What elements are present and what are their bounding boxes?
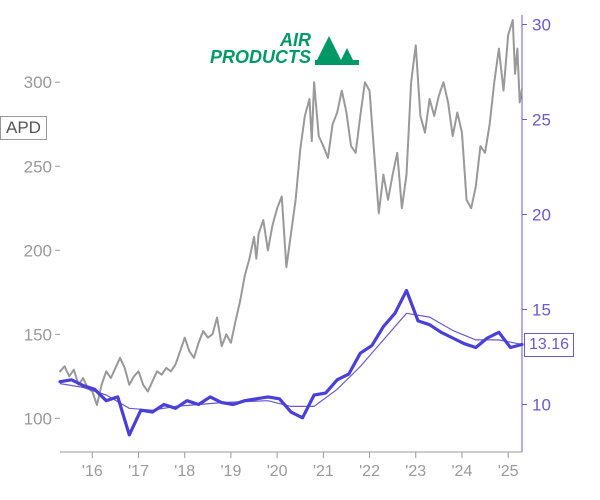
logo-line2: PRODUCTS	[210, 49, 311, 66]
svg-text:'21: '21	[313, 463, 334, 480]
logo-mark-icon	[315, 30, 359, 66]
svg-text:'22: '22	[359, 463, 380, 480]
ticker-symbol: APD	[6, 118, 41, 137]
svg-text:15: 15	[532, 301, 551, 320]
svg-text:20: 20	[532, 206, 551, 225]
svg-text:'16: '16	[82, 463, 103, 480]
current-value-box: 13.16	[524, 333, 574, 356]
svg-text:10: 10	[532, 396, 551, 415]
dual-axis-stock-chart: '16 '17 '18 '19 '20 '21 '22 '23 '24 '25 100 150 200 2…	[0, 0, 600, 500]
svg-text:100: 100	[24, 409, 52, 428]
svg-text:'17: '17	[128, 463, 149, 480]
svg-text:'24: '24	[452, 463, 473, 480]
svg-text:'19: '19	[221, 463, 242, 480]
chart-svg: '16 '17 '18 '19 '20 '21 '22 '23 '24 '25 100 150 200 2…	[0, 0, 600, 500]
svg-text:300: 300	[24, 73, 52, 92]
svg-text:'23: '23	[405, 463, 426, 480]
svg-text:30: 30	[532, 16, 551, 35]
svg-text:'20: '20	[267, 463, 288, 480]
current-value: 13.16	[529, 336, 569, 353]
svg-text:200: 200	[24, 241, 52, 260]
svg-text:25: 25	[532, 111, 551, 130]
svg-text:250: 250	[24, 157, 52, 176]
company-logo: AIR PRODUCTS	[210, 30, 359, 66]
svg-text:'25: '25	[498, 463, 519, 480]
svg-text:150: 150	[24, 325, 52, 344]
svg-text:'18: '18	[174, 463, 195, 480]
ticker-symbol-box: APD	[0, 116, 47, 140]
